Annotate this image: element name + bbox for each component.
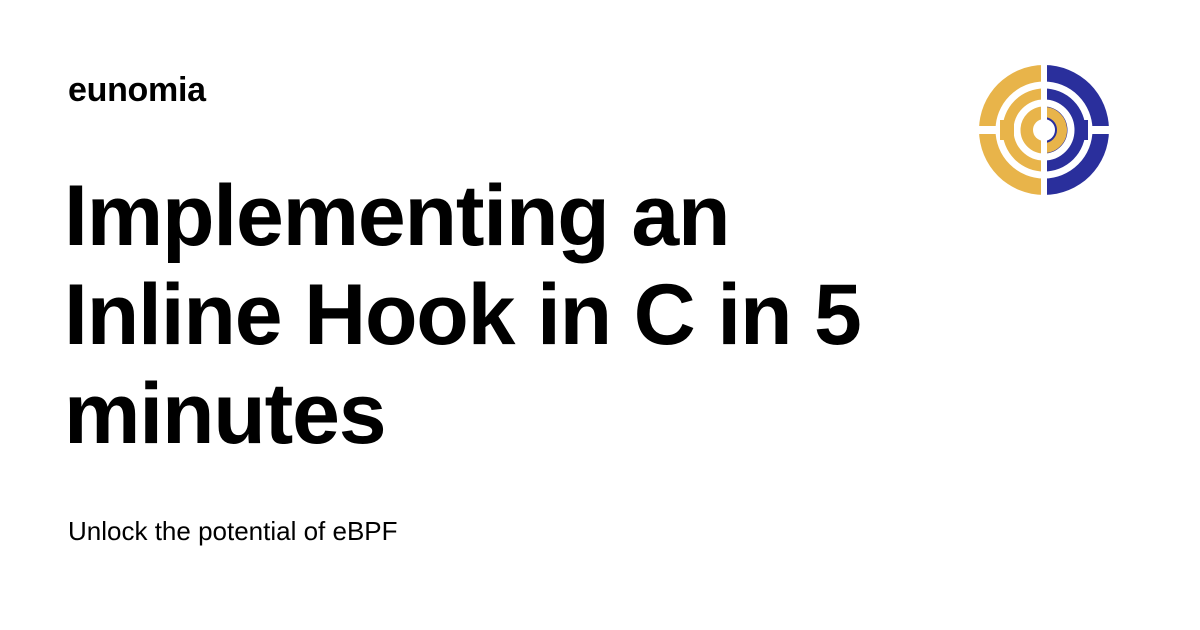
site-name: eunomia	[68, 71, 206, 109]
article-subtitle: Unlock the potential of eBPF	[68, 516, 398, 546]
eunomia-logo-icon	[978, 64, 1110, 196]
article-title: Implementing an Inline Hook in C in 5 mi…	[64, 168, 862, 462]
